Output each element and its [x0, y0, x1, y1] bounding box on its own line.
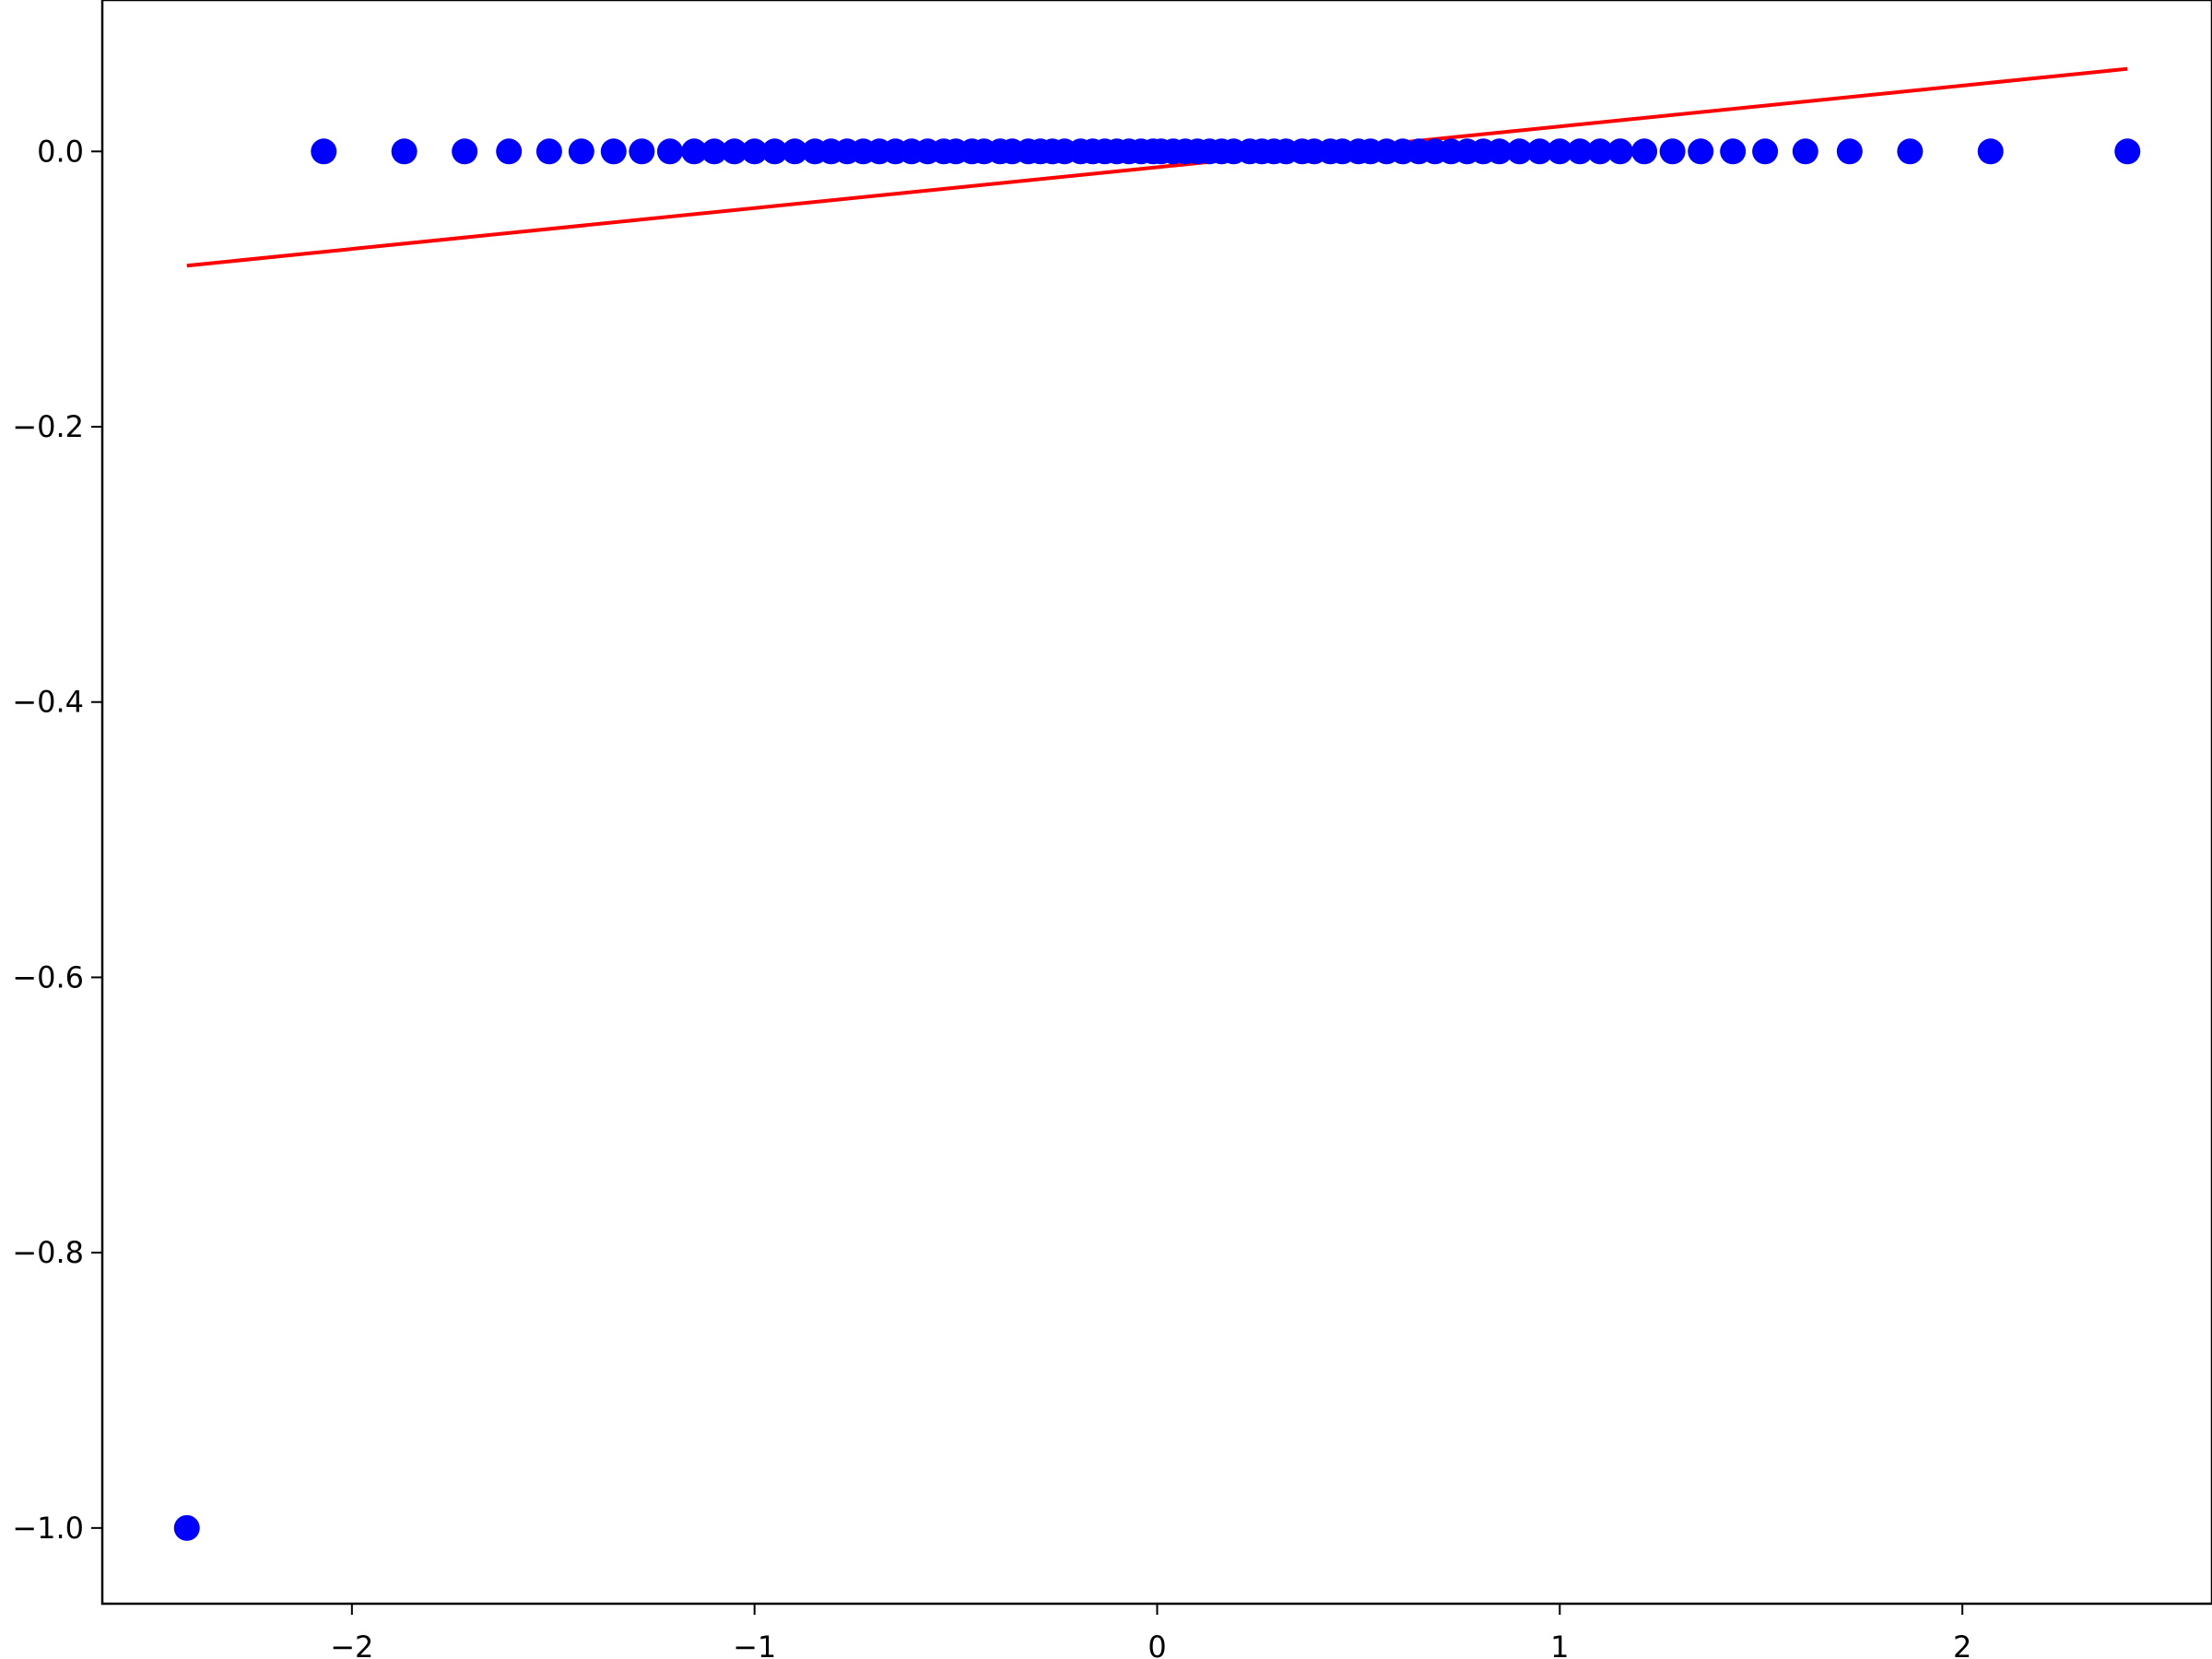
data-point-71 — [1606, 138, 1633, 165]
data-point-5 — [535, 138, 562, 165]
tick-layer: −2 −1 0 1 2 0.0 −0.2 −0.4 −0.6 −0.8 −1.0 — [12, 134, 1971, 1659]
y-tick-label: −1.0 — [12, 1511, 84, 1546]
y-tick-label: −0.8 — [12, 1235, 84, 1270]
plot-layer — [173, 66, 2141, 1541]
data-point-65 — [1486, 138, 1512, 165]
data-point-75 — [1720, 138, 1747, 165]
data-point-80 — [1977, 138, 2004, 165]
data-point-68 — [1547, 138, 1573, 165]
x-tick-label: 0 — [1147, 1630, 1166, 1659]
y-tick-label: −0.2 — [12, 409, 84, 444]
data-point-72 — [1631, 138, 1658, 165]
data-point-8 — [629, 138, 655, 165]
data-point-7 — [600, 138, 627, 165]
data-point-66 — [1506, 138, 1533, 165]
plot-frame — [100, 0, 2212, 1606]
fit-line — [186, 66, 2128, 268]
data-point-1 — [311, 138, 337, 165]
data-point-79 — [1897, 138, 1924, 165]
x-tick-label: 2 — [1953, 1630, 1971, 1659]
data-point-77 — [1792, 138, 1818, 165]
x-tick-label: 1 — [1550, 1630, 1569, 1659]
data-point-12 — [721, 138, 747, 165]
data-point-14 — [761, 138, 788, 165]
data-point-2 — [391, 138, 418, 165]
x-tick-label: −1 — [733, 1630, 776, 1659]
data-point-76 — [1752, 138, 1779, 165]
data-point-0 — [173, 1514, 200, 1541]
y-tick-label: −0.4 — [12, 685, 84, 720]
data-point-4 — [496, 138, 523, 165]
data-point-6 — [568, 138, 594, 165]
y-tick-label: −0.6 — [12, 959, 84, 994]
data-point-13 — [741, 138, 768, 165]
data-point-15 — [782, 138, 808, 165]
data-point-11 — [700, 138, 727, 165]
data-point-73 — [1659, 138, 1686, 165]
data-point-70 — [1587, 138, 1614, 165]
data-point-69 — [1567, 138, 1594, 165]
data-point-67 — [1526, 138, 1553, 165]
data-point-10 — [681, 138, 708, 165]
data-point-9 — [656, 138, 683, 165]
data-point-81 — [2114, 138, 2141, 165]
data-point-74 — [1688, 138, 1714, 165]
data-point-3 — [452, 138, 478, 165]
x-tick-label: −2 — [330, 1630, 373, 1659]
y-tick-label: 0.0 — [37, 134, 84, 169]
data-point-78 — [1836, 138, 1863, 165]
